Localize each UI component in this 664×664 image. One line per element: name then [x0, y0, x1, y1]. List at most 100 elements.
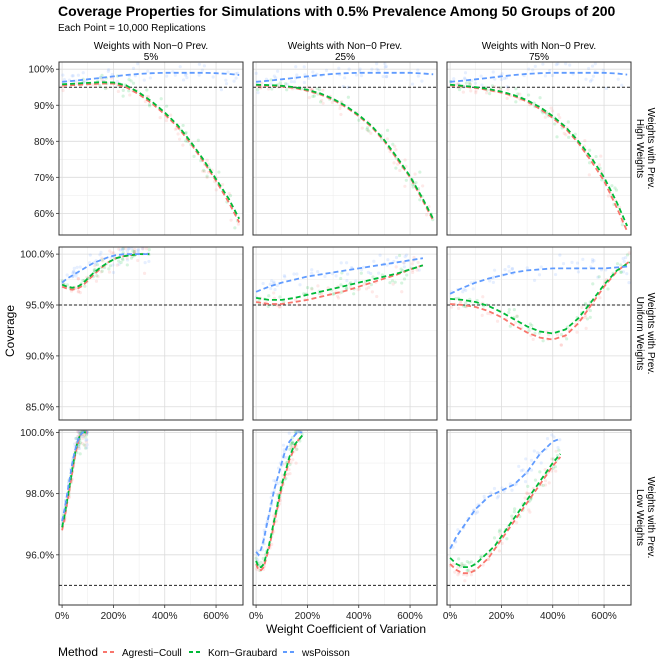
data-point-korn-graubard [119, 260, 123, 265]
data-point-wspoisson [78, 265, 82, 269]
data-point-wspoisson [504, 76, 508, 80]
data-point-wspoisson [349, 265, 354, 270]
data-point-korn-graubard [74, 436, 78, 441]
data-point-wspoisson [375, 62, 379, 66]
data-point-agresti-coull [277, 305, 281, 309]
facet-strip-row-1-line2: High Weights [634, 119, 645, 178]
data-point-agresti-coull [294, 461, 298, 465]
data-point-korn-graubard [606, 287, 610, 291]
data-point-agresti-coull [286, 472, 290, 476]
data-point-korn-graubard [418, 198, 422, 202]
data-point-wspoisson [550, 433, 554, 437]
panel-background [59, 247, 243, 420]
data-point-korn-graubard [345, 286, 349, 291]
data-point-agresti-coull [336, 296, 341, 300]
data-point-wspoisson [136, 248, 140, 252]
data-point-wspoisson [147, 259, 151, 264]
data-point-agresti-coull [176, 132, 180, 136]
data-point-korn-graubard [399, 267, 403, 271]
data-point-wspoisson [503, 268, 507, 272]
data-point-agresti-coull [583, 138, 587, 143]
data-point-korn-graubard [385, 128, 390, 132]
data-point-agresti-coull [294, 298, 298, 302]
data-point-wspoisson [142, 78, 146, 82]
data-point-korn-graubard [555, 135, 559, 139]
data-point-wspoisson [456, 528, 460, 532]
data-point-wspoisson [462, 85, 466, 89]
data-point-wspoisson [125, 249, 130, 253]
data-point-korn-graubard [266, 304, 270, 309]
x-tick-label: 400% [152, 611, 178, 622]
data-point-wspoisson [416, 74, 420, 78]
data-point-agresti-coull [506, 87, 510, 92]
x-tick-label: 600% [203, 611, 229, 622]
data-point-agresti-coull [99, 270, 103, 274]
data-point-korn-graubard [95, 273, 99, 278]
data-point-wspoisson [272, 478, 276, 483]
data-point-korn-graubard [533, 478, 538, 482]
data-point-wspoisson [285, 82, 289, 86]
data-point-wspoisson [272, 280, 276, 284]
data-point-wspoisson [269, 82, 273, 86]
data-point-agresti-coull [412, 255, 416, 260]
data-point-wspoisson [126, 247, 131, 251]
data-point-wspoisson [621, 256, 625, 261]
facet-strip-row-3-line1: Weights with Prev. [645, 477, 656, 559]
data-point-agresti-coull [181, 143, 185, 147]
panel-background [59, 430, 243, 605]
data-point-korn-graubard [388, 281, 392, 285]
data-point-agresti-coull [485, 91, 489, 95]
data-point-korn-graubard [125, 263, 129, 267]
data-point-korn-graubard [270, 87, 274, 91]
data-point-wspoisson [576, 270, 581, 274]
data-point-agresti-coull [456, 82, 460, 86]
data-point-agresti-coull [289, 461, 293, 465]
data-point-korn-graubard [331, 292, 335, 296]
data-point-agresti-coull [61, 88, 65, 93]
data-point-agresti-coull [364, 287, 369, 291]
data-point-korn-graubard [619, 270, 623, 274]
data-point-wspoisson [120, 247, 125, 252]
data-point-korn-graubard [566, 120, 570, 124]
data-point-wspoisson [564, 62, 568, 66]
data-point-wspoisson [347, 67, 351, 71]
data-point-agresti-coull [94, 279, 99, 283]
data-point-wspoisson [479, 74, 483, 78]
data-point-wspoisson [295, 73, 299, 77]
data-point-agresti-coull [81, 436, 85, 440]
data-point-wspoisson [527, 67, 531, 71]
data-point-wspoisson [496, 494, 501, 498]
data-point-agresti-coull [404, 164, 408, 169]
data-point-korn-graubard [261, 556, 265, 561]
data-point-agresti-coull [321, 101, 325, 105]
data-point-korn-graubard [414, 181, 418, 185]
series-line-korn-graubard [62, 81, 240, 220]
data-point-korn-graubard [318, 100, 323, 104]
data-point-korn-graubard [479, 555, 483, 559]
data-point-wspoisson [627, 281, 631, 285]
data-point-korn-graubard [614, 188, 619, 192]
y-tick-label: 98.0% [26, 489, 54, 500]
data-point-korn-graubard [300, 432, 304, 436]
x-tick-label: 400% [346, 611, 372, 622]
data-point-wspoisson [417, 268, 421, 272]
data-point-wspoisson [84, 438, 88, 442]
data-point-wspoisson [507, 269, 511, 273]
data-point-korn-graubard [312, 94, 316, 98]
data-point-agresti-coull [455, 82, 459, 86]
data-point-korn-graubard [290, 440, 294, 444]
y-tick-label: 60% [34, 209, 54, 220]
data-point-agresti-coull [369, 131, 373, 135]
data-point-wspoisson [346, 272, 350, 276]
data-point-agresti-coull [310, 87, 314, 91]
data-point-agresti-coull [403, 184, 407, 188]
data-point-wspoisson [115, 79, 120, 84]
data-point-korn-graubard [285, 88, 289, 92]
data-point-agresti-coull [227, 192, 231, 196]
data-point-wspoisson [581, 257, 585, 261]
data-point-wspoisson [489, 491, 493, 495]
data-point-wspoisson [500, 72, 504, 76]
data-point-agresti-coull [497, 549, 501, 553]
data-point-wspoisson [265, 519, 269, 524]
data-point-agresti-coull [257, 568, 261, 573]
